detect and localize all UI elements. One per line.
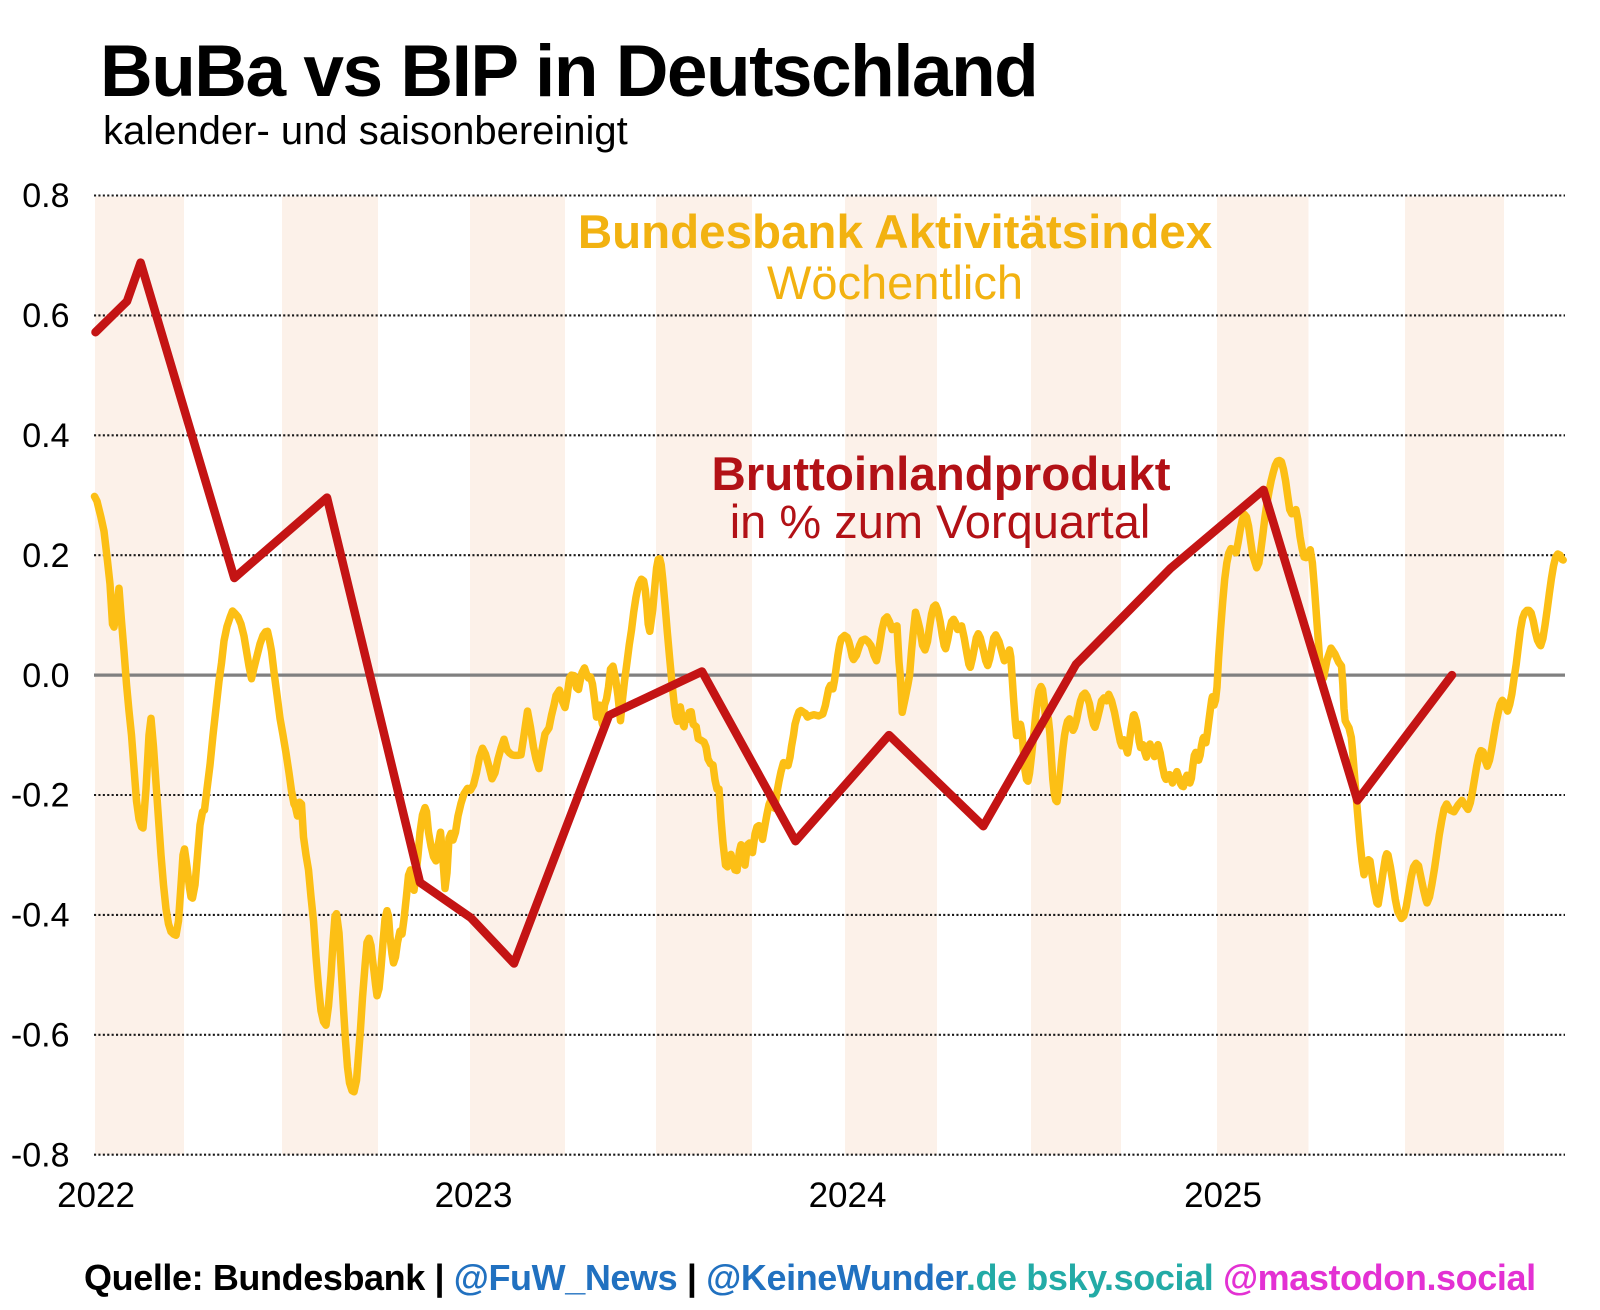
svg-text:2024: 2024	[809, 1176, 887, 1215]
svg-text:-0.8: -0.8	[11, 1136, 70, 1174]
svg-text:-0.2: -0.2	[11, 777, 70, 815]
svg-text:2023: 2023	[435, 1176, 513, 1215]
svg-text:in % zum Vorquartal: in % zum Vorquartal	[730, 495, 1151, 548]
svg-text:0.2: 0.2	[22, 537, 69, 575]
svg-text:0.8: 0.8	[22, 177, 69, 215]
svg-text:2025: 2025	[1184, 1176, 1262, 1215]
svg-text:Bruttoinlandprodukt: Bruttoinlandprodukt	[711, 448, 1170, 501]
svg-text:Bundesbank Aktivitätsindex: Bundesbank Aktivitätsindex	[578, 206, 1213, 259]
svg-text:0.0: 0.0	[22, 657, 69, 695]
svg-text:0.4: 0.4	[22, 417, 69, 455]
svg-text:-0.6: -0.6	[11, 1017, 70, 1055]
svg-text:-0.4: -0.4	[11, 897, 70, 935]
svg-text:0.6: 0.6	[22, 297, 69, 335]
svg-text:2022: 2022	[57, 1176, 135, 1215]
svg-text:Wöchentlich: Wöchentlich	[767, 256, 1023, 309]
